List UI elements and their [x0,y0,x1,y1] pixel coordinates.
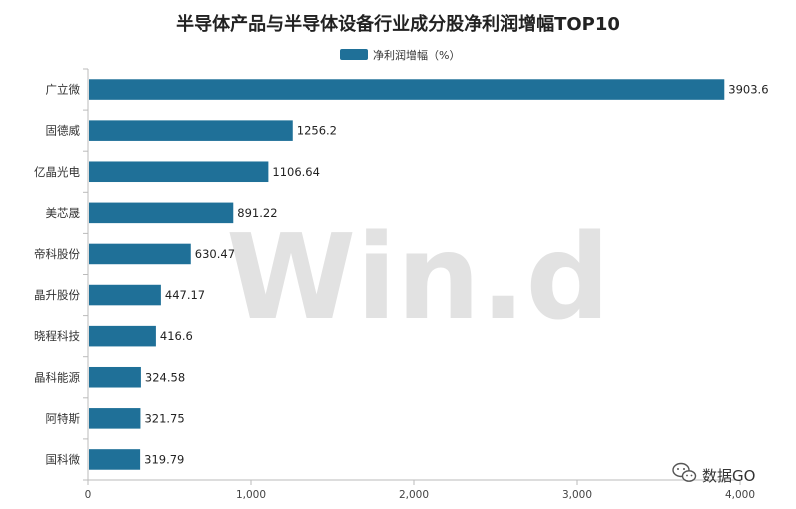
value-label: 630.47 [195,247,235,261]
x-tick-label: 2,000 [399,489,429,501]
legend-label: 净利润增幅（%） [373,48,460,62]
category-label: 帝科股份 [34,247,80,261]
x-tick-label: 0 [85,489,92,501]
watermark: Win.d [226,208,610,346]
x-tick-label: 1,000 [236,489,266,501]
brand: 数据GO [672,462,755,485]
bar [89,243,191,265]
bar [89,202,234,224]
category-label: 晓程科技 [34,329,80,343]
category-label: 国科微 [46,452,81,466]
value-label: 3903.6 [728,83,768,97]
bar [89,79,725,100]
category-label: 美芯晟 [46,206,81,220]
legend: 净利润增幅（%） [340,48,460,62]
wechat-icon [672,462,697,482]
x-tick-label: 3,000 [562,489,592,501]
value-label: 324.58 [145,370,185,384]
x-tick-label: 4,000 [725,489,755,501]
value-label: 1256.2 [297,124,337,138]
category-label: 晶升股份 [34,288,80,302]
value-label: 891.22 [237,206,277,220]
value-label: 1106.64 [272,165,320,179]
value-label: 416.6 [160,329,193,343]
chart-title: 半导体产品与半导体设备行业成分股净利润增幅TOP10 [176,13,620,35]
bar [89,449,141,470]
category-label: 阿特斯 [46,411,81,425]
category-label: 广立微 [46,83,81,97]
bar [89,366,141,388]
value-label: 321.75 [144,411,184,425]
bar [89,408,141,429]
value-label: 447.17 [165,288,205,302]
legend-swatch [340,49,368,60]
bar [89,325,156,347]
bar [89,284,161,306]
category-label: 亿晶光电 [34,165,80,179]
bar [89,161,269,183]
brand-text: 数据GO [702,467,755,485]
value-label: 319.79 [144,452,184,466]
plot-area: 0 1,000 2,000 3,000 4,000 广立微 3903.6 固德威 1256.2 亿… [34,68,769,501]
bar [89,120,293,141]
category-label: 固德威 [46,124,81,138]
category-label: 晶科能源 [34,370,80,384]
